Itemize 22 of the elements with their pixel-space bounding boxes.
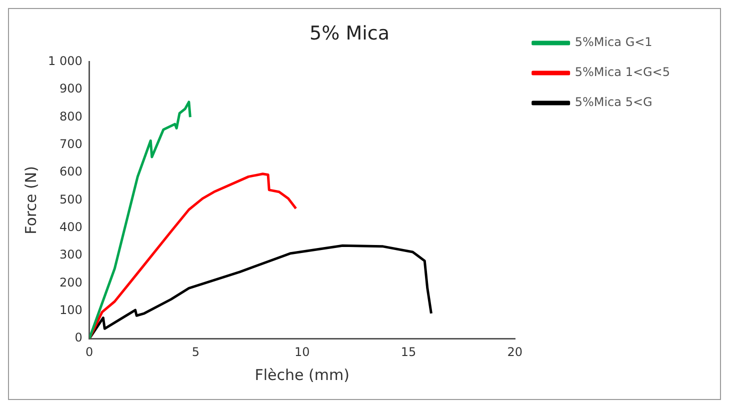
legend-label: 5%Mica 1<G<5 [574, 65, 670, 80]
x-tick-label: 20 [507, 344, 522, 359]
y-tick-label: 0 [74, 330, 82, 345]
y-axis-title: Force (N) [22, 166, 40, 234]
y-tick-label: 300 [59, 248, 82, 262]
y-tick-label: 400 [59, 220, 82, 234]
y-tick-label: 900 [59, 82, 82, 96]
x-tick-label: 0 [86, 344, 94, 359]
y-tick-label: 800 [59, 109, 82, 124]
legend-label: 5%Mica G<1 [574, 35, 652, 50]
legend-label: 5%Mica 5<G [574, 95, 652, 110]
chart-title: 5% Mica [310, 22, 390, 44]
y-tick-label: 200 [59, 275, 82, 290]
x-tick-label: 10 [294, 344, 310, 359]
y-tick-label: 700 [59, 136, 82, 151]
y-tick-label: 100 [59, 303, 82, 318]
x-axis-title: Flèche (mm) [254, 366, 350, 384]
x-tick-label: 5 [192, 344, 200, 359]
y-tick-label: 500 [59, 192, 82, 206]
y-tick-label: 600 [59, 164, 82, 179]
y-tick-label: 1 000 [48, 54, 82, 68]
x-tick-label: 15 [400, 344, 416, 359]
